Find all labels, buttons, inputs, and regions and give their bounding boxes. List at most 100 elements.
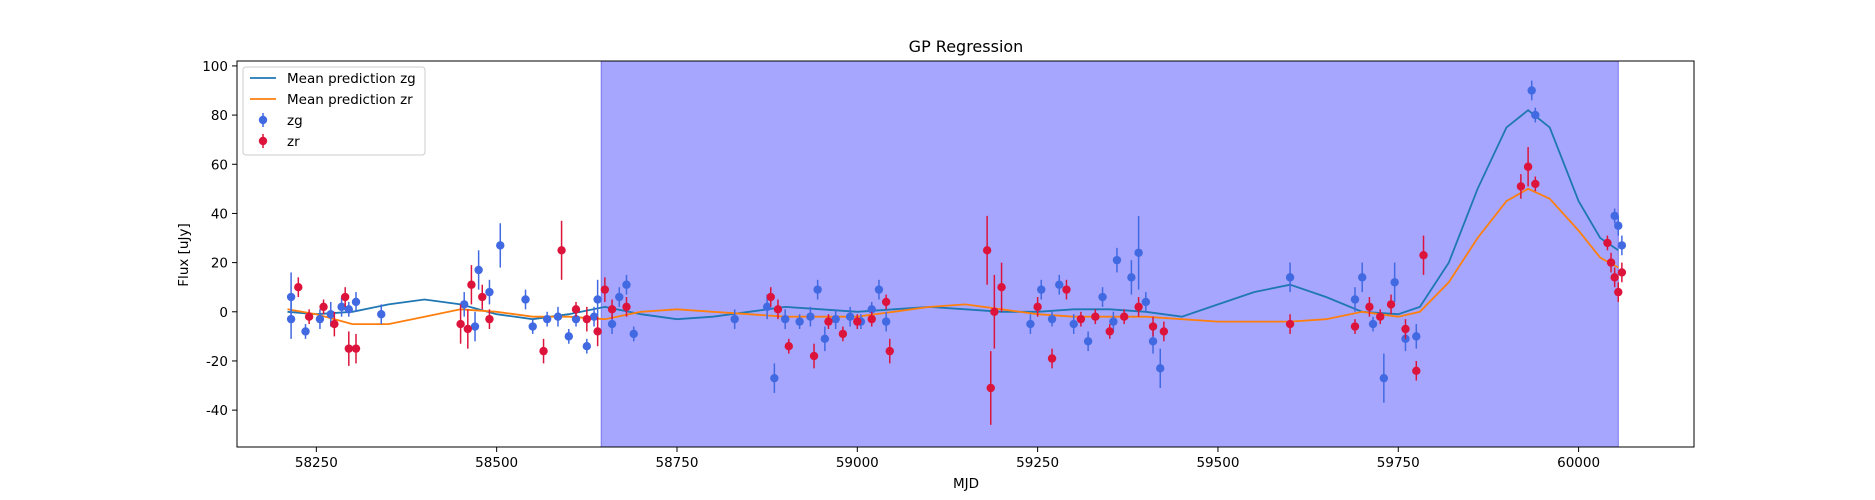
point-zr-21	[773, 305, 783, 314]
legend-box	[242, 66, 426, 156]
y-axis-label: Flux [uJy]	[176, 223, 192, 286]
point-zg-49	[1112, 255, 1122, 265]
point-zr-38	[1091, 312, 1100, 321]
point-zg-45	[1069, 319, 1078, 329]
point-zg-39	[874, 285, 884, 294]
point-zg-0	[286, 292, 296, 302]
point-zg-23	[607, 319, 617, 329]
y-tick-label-3: 20	[211, 256, 228, 272]
point-zg-62	[1412, 332, 1421, 341]
point-zr-11	[485, 314, 494, 324]
point-zr-24	[824, 317, 833, 326]
point-zr-33	[997, 282, 1006, 292]
point-zr-9	[467, 280, 476, 289]
point-zr-16	[593, 327, 602, 336]
point-zg-63	[1527, 86, 1536, 95]
point-zg-60	[1390, 278, 1399, 287]
point-zg-12	[485, 287, 494, 297]
point-zg-47	[1098, 292, 1107, 302]
point-zr-54	[1531, 179, 1540, 189]
point-zr-3	[330, 319, 339, 329]
point-zg-21	[589, 312, 599, 321]
point-zg-30	[780, 314, 790, 324]
point-zg-65	[1610, 211, 1619, 221]
plot-area: 58250 58500 58750 59000 59250 59500 59750 60000…	[202, 59, 1695, 471]
point-zr-36	[1062, 285, 1071, 294]
point-zg-7	[351, 297, 361, 307]
legend-label-1: Mean prediction zr	[287, 92, 413, 108]
x-tick-label-4: 59250	[1016, 455, 1059, 471]
y-tick-label-7: 100	[202, 59, 228, 75]
point-zr-57	[1610, 273, 1619, 282]
point-zr-40	[1119, 312, 1129, 321]
point-zg-28	[762, 302, 772, 312]
point-zr-30	[982, 246, 992, 255]
point-zg-54	[1156, 364, 1165, 373]
point-zg-1	[286, 314, 296, 324]
point-zg-16	[542, 314, 552, 324]
point-zg-57	[1358, 273, 1367, 282]
point-zr-52	[1516, 182, 1526, 191]
point-zg-18	[564, 332, 573, 341]
point-zg-13	[496, 241, 505, 250]
point-zg-52	[1141, 297, 1151, 307]
chart-title: GP Regression	[909, 37, 1024, 56]
point-zg-29	[770, 373, 779, 383]
point-zg-8	[377, 310, 386, 319]
point-zr-6	[351, 344, 361, 353]
point-zr-10	[478, 292, 487, 302]
x-tick-label-3: 59000	[836, 455, 879, 471]
legend-marker-3	[258, 136, 268, 146]
point-zg-67	[1617, 241, 1627, 250]
point-zg-40	[881, 317, 891, 326]
axes-frame	[236, 60, 1695, 448]
point-zg-46	[1083, 337, 1093, 346]
point-zg-20	[582, 341, 592, 351]
x-tick-label-0: 58250	[295, 455, 338, 471]
point-zr-8	[463, 324, 473, 334]
point-zg-3	[315, 314, 325, 324]
series-zr	[294, 147, 1627, 425]
point-zr-23	[809, 351, 819, 361]
point-zg-9	[460, 300, 469, 309]
point-zr-43	[1159, 327, 1169, 336]
shaded-region	[600, 60, 1619, 448]
point-zg-32	[806, 312, 815, 321]
legend-label-2: zg	[287, 113, 303, 129]
x-tick-label-7: 60000	[1557, 455, 1600, 471]
point-zr-34	[1033, 302, 1042, 312]
point-zr-37	[1076, 314, 1086, 324]
point-zr-12	[539, 346, 548, 356]
point-zg-6	[344, 305, 353, 314]
point-zg-19	[571, 314, 581, 324]
point-zg-4	[326, 310, 335, 319]
x-tick-label-1: 58500	[475, 455, 518, 471]
point-zg-31	[795, 317, 804, 326]
point-zr-5	[344, 344, 353, 353]
y-tick-label-2: 0	[219, 305, 228, 321]
point-zr-17	[600, 285, 610, 294]
point-zr-20	[766, 292, 775, 302]
point-zg-2	[301, 327, 310, 336]
point-zg-14	[521, 295, 530, 304]
point-zr-41	[1134, 302, 1143, 312]
point-zg-22	[593, 295, 602, 304]
point-zr-59	[1617, 268, 1627, 277]
point-zg-17	[553, 312, 563, 321]
y-tick-label-6: 80	[211, 108, 228, 124]
point-zr-2	[319, 302, 328, 312]
point-zr-53	[1523, 162, 1533, 171]
point-zr-35	[1047, 354, 1057, 363]
point-zr-48	[1386, 300, 1396, 309]
point-zg-24	[615, 292, 624, 302]
point-zr-29	[885, 346, 894, 356]
mean-line-0	[287, 109, 1619, 321]
point-zr-18	[607, 305, 617, 314]
point-zr-51	[1419, 251, 1428, 260]
legend-marker-2	[258, 115, 268, 125]
y-tick-label-5: 60	[211, 157, 228, 173]
point-zr-44	[1285, 319, 1295, 329]
point-zr-45	[1350, 322, 1360, 331]
point-zr-56	[1606, 258, 1616, 267]
point-zg-27	[730, 314, 739, 324]
